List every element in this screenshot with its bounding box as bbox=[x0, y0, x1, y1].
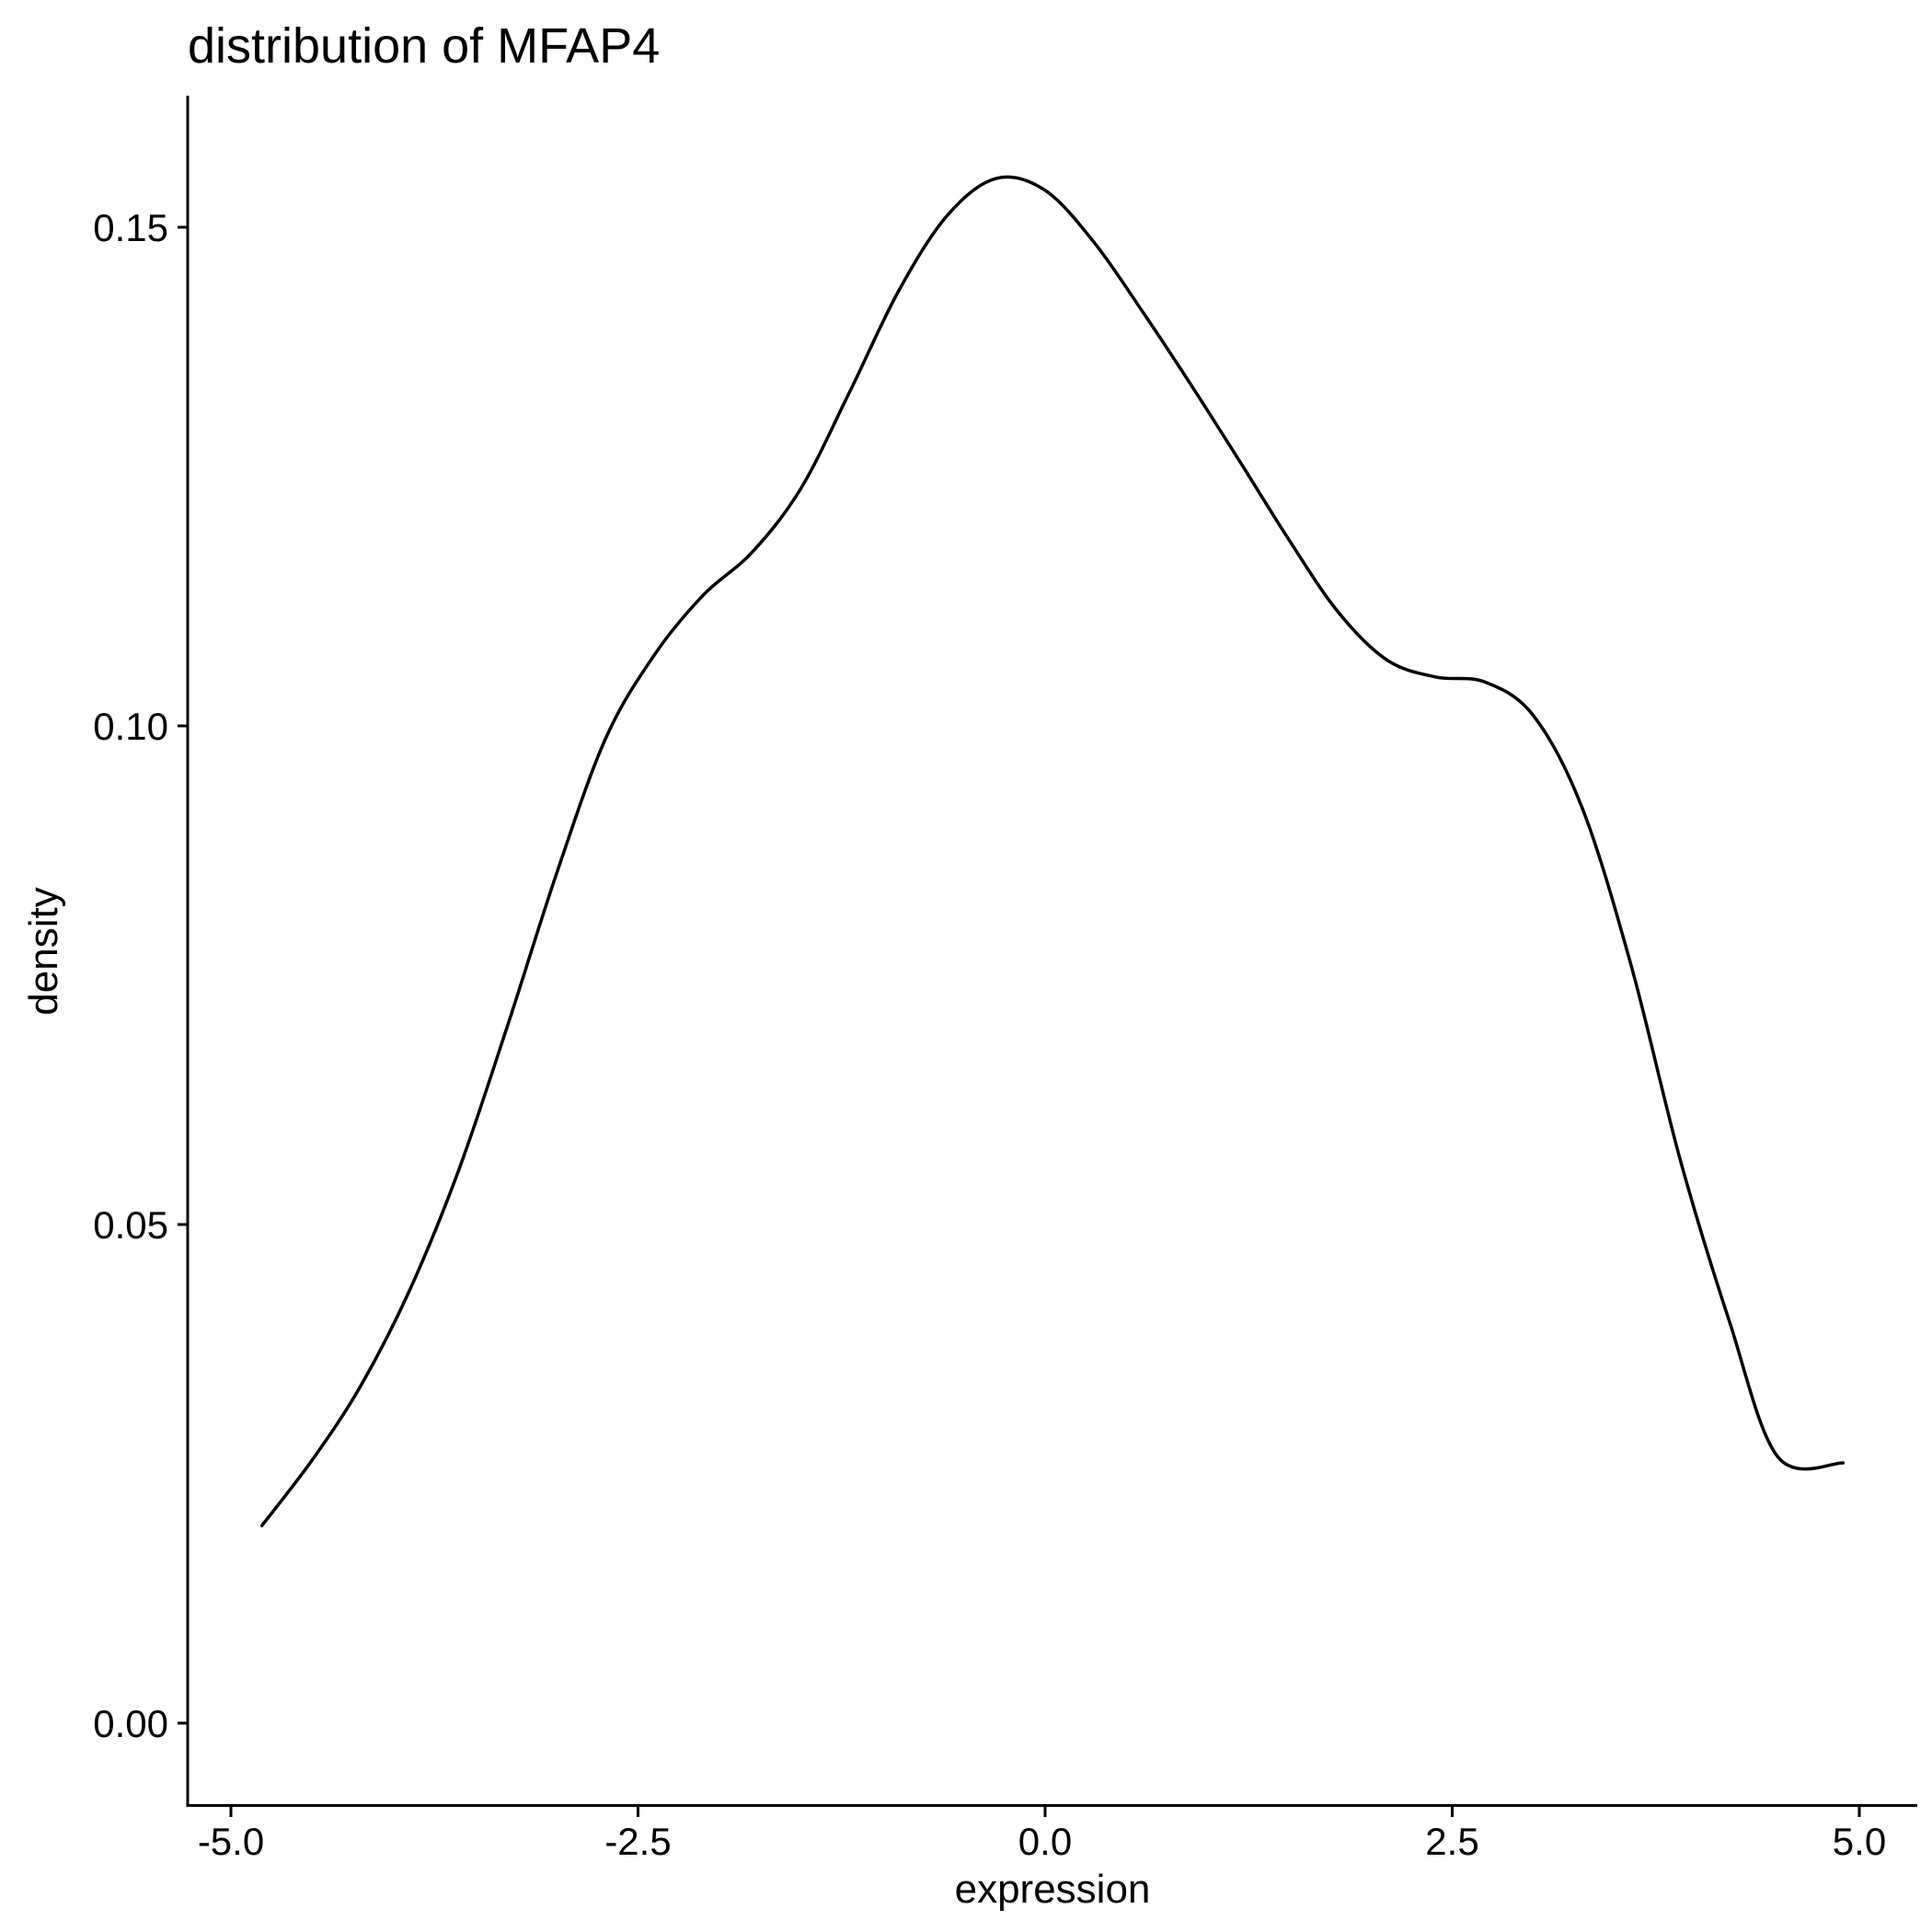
y-tick-label: 0.05 bbox=[93, 1203, 168, 1247]
y-axis-title: density bbox=[21, 887, 66, 1015]
density-line bbox=[259, 175, 1846, 1528]
x-tick-label: 0.0 bbox=[1018, 1820, 1072, 1863]
chart-title: distribution of MFAP4 bbox=[188, 18, 660, 74]
y-tick-label: 0.00 bbox=[93, 1702, 168, 1745]
y-tick-label: 0.15 bbox=[93, 206, 168, 249]
x-tick-label: 2.5 bbox=[1425, 1820, 1478, 1863]
x-ticks: -5.0 -2.5 0.0 2.5 5.0 bbox=[198, 1807, 1886, 1863]
axes bbox=[186, 96, 1917, 1807]
x-tick-label: 5.0 bbox=[1833, 1820, 1886, 1863]
y-ticks: 0.00 0.05 0.10 0.15 bbox=[93, 206, 188, 1745]
x-axis-title: expression bbox=[955, 1867, 1151, 1912]
x-tick-label: -5.0 bbox=[198, 1820, 264, 1863]
y-tick-label: 0.10 bbox=[93, 705, 168, 748]
x-tick-label: -2.5 bbox=[604, 1820, 671, 1863]
